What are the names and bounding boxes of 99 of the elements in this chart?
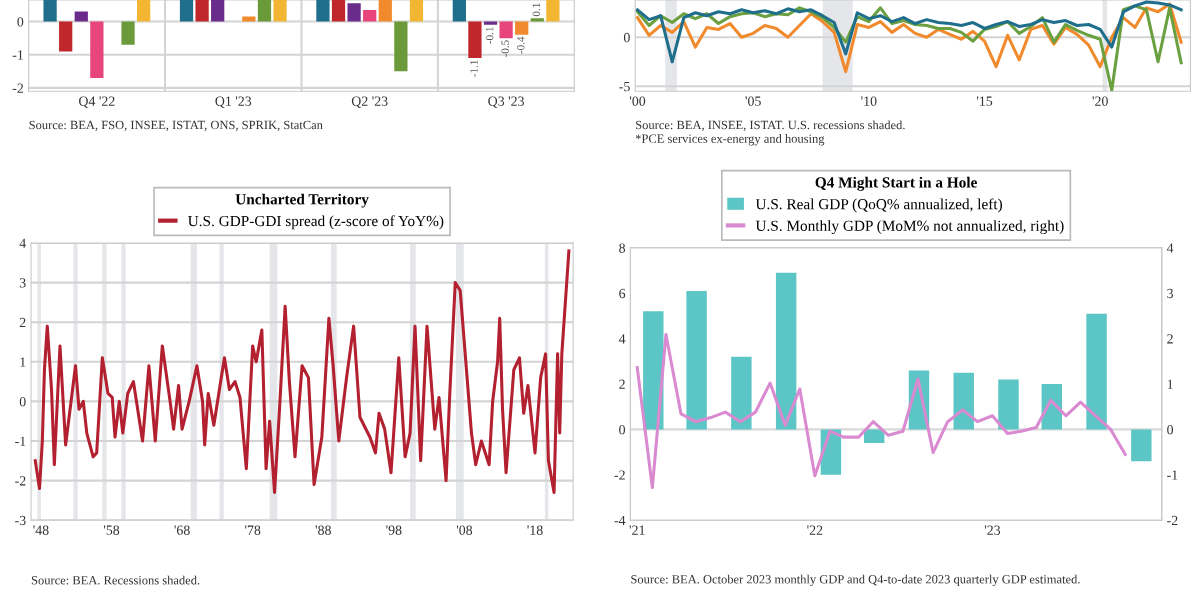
y-tick-label: -2	[15, 476, 26, 486]
bar	[731, 356, 752, 430]
line-series	[635, 0, 1183, 64]
bar	[242, 16, 256, 22]
x-tick-label: '68	[174, 525, 190, 535]
bar	[211, 0, 225, 22]
bar	[257, 0, 272, 22]
x-tick-label: '08	[456, 525, 473, 535]
x-tick-label: '58	[103, 525, 120, 535]
bar	[468, 21, 482, 59]
line-series	[635, 332, 1127, 490]
bar	[1086, 313, 1107, 430]
line-series	[33, 249, 571, 495]
y-tick-label: -2	[12, 83, 24, 93]
x-tick-label: Q3 '23	[488, 96, 524, 108]
legend-label: U.S. Monthly GDP (MoM% not annualized, right)	[755, 220, 1064, 235]
x-tick-label: '98	[386, 525, 402, 535]
y-tick-label: 4	[618, 334, 626, 344]
x-tick-label: Q2 '23	[351, 96, 388, 108]
y-tick-label: 2	[619, 379, 625, 389]
bar	[347, 3, 361, 22]
x-tick-label: '10	[861, 96, 877, 106]
bar	[179, 0, 194, 22]
data-label: -0.4	[516, 36, 525, 54]
x-tick-label: '48	[33, 525, 49, 535]
bar	[686, 290, 707, 430]
y-tick-label: 4	[19, 238, 26, 248]
y-tick-label: -4	[614, 515, 626, 526]
source-note: Source: BEA. October 2023 monthly GDP and Q4-to-date 2023 quarterly GDP estimated.	[631, 574, 1080, 587]
y-tick-label: 0	[19, 396, 26, 407]
x-tick-label: '88	[315, 525, 331, 535]
y2-tick-label: 2	[1167, 334, 1173, 344]
legend-title: Q4 Might Start in a Hole	[815, 176, 977, 191]
y-tick-label: 1	[20, 357, 26, 367]
bar	[363, 9, 377, 22]
x-tick-label: '20	[1092, 96, 1108, 106]
bar	[530, 18, 544, 22]
x-tick-label: '23	[984, 525, 1001, 535]
x-tick-label: '15	[976, 96, 993, 106]
y-tick-label: 0	[619, 424, 626, 435]
bar	[74, 11, 88, 22]
bar	[59, 21, 73, 52]
x-tick-label: '00	[629, 96, 646, 106]
y2-tick-label: 3	[1167, 288, 1174, 299]
y-tick-label: 8	[619, 243, 626, 253]
y2-tick-label: 1	[1167, 379, 1173, 389]
y2-tick-label: 4	[1166, 243, 1174, 253]
bar	[863, 429, 885, 444]
bar	[515, 21, 529, 35]
source-note: Source: BEA, FSO, INSEE, ISTAT, ONS, SPRIK, StatCan	[29, 120, 323, 131]
y-tick-label: 2	[19, 317, 26, 328]
bar	[195, 0, 209, 22]
bar	[121, 21, 135, 45]
bar	[409, 0, 424, 22]
text: *PCE services ex-energy and housing	[635, 134, 825, 146]
bar	[316, 0, 330, 22]
legend-label: U.S. GDP-GDI spread (z-score of YoY%)	[188, 215, 444, 230]
data-label: -0.5	[501, 40, 509, 57]
x-tick-label: '05	[745, 96, 761, 106]
bar	[953, 372, 974, 430]
bar	[378, 0, 392, 22]
x-tick-label: '78	[245, 525, 261, 535]
y-tick-label: 3	[19, 278, 26, 288]
data-label: 0.1	[532, 3, 541, 17]
legend-label: U.S. Real GDP (QoQ% annualized, left)	[755, 198, 1002, 213]
x-tick-label: Q1 '23	[215, 96, 252, 108]
y2-tick-label: -2	[1167, 515, 1178, 526]
bar	[546, 0, 560, 22]
line-series	[635, 2, 1183, 74]
data-label: -1.1	[470, 60, 478, 77]
source-note: Source: BEA. Recessions shaded.	[31, 575, 200, 585]
bar	[273, 0, 287, 22]
y-tick-label: -3	[15, 515, 26, 526]
y-tick-label: -2	[614, 470, 625, 480]
y2-tick-label: 0	[1167, 424, 1174, 435]
source-note: Source: BEA, INSEE, ISTAT. U.S. recessions shaded.	[636, 120, 905, 131]
y2-tick-label: -1	[1167, 470, 1178, 480]
y-tick-label: -1	[12, 50, 23, 60]
x-tick-label: '21	[629, 525, 645, 535]
bar	[90, 21, 104, 78]
bar	[775, 272, 797, 430]
legend-title: Uncharted Territory	[235, 193, 369, 208]
y-tick-label: 0	[17, 17, 24, 27]
bar	[331, 0, 346, 22]
y-tick-label: -5	[619, 82, 630, 92]
y-tick-label: 6	[619, 288, 626, 299]
x-tick-label: '22	[807, 525, 823, 535]
bar	[998, 379, 1019, 430]
bar	[137, 0, 151, 22]
bar	[43, 0, 57, 22]
bar	[499, 21, 513, 39]
x-tick-label: Q4 '22	[79, 96, 115, 108]
bar	[1131, 429, 1152, 462]
y-tick-label: -1	[15, 436, 26, 446]
bar	[394, 21, 408, 72]
bar	[452, 0, 466, 22]
y-tick-label: 0	[623, 32, 630, 43]
x-tick-label: '18	[527, 525, 543, 535]
data-label: -0.1	[485, 27, 494, 44]
